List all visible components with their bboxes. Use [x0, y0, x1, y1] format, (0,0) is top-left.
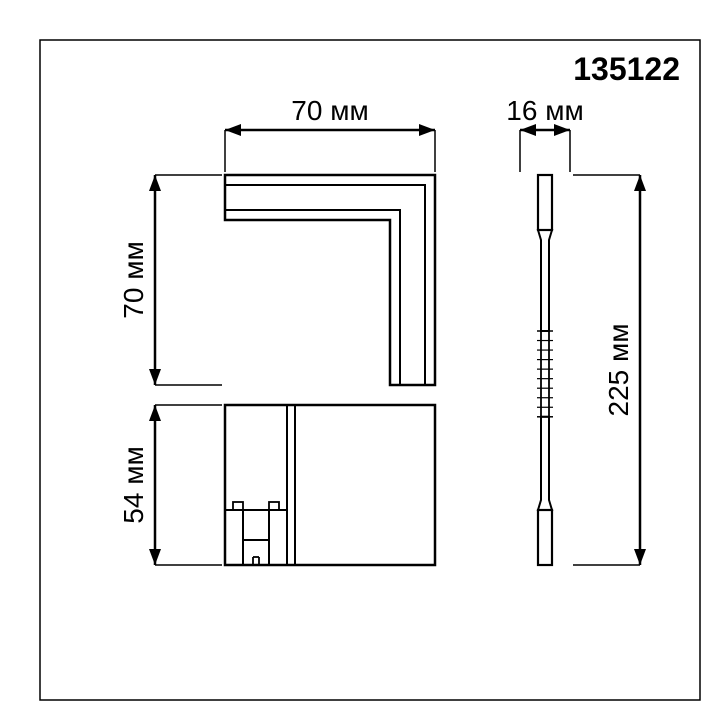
dimension-vertical: 54 мм [118, 405, 161, 565]
dimension-label: 70 мм [118, 241, 149, 318]
dimension-vertical: 225 мм [603, 175, 646, 565]
drawing-frame [40, 40, 700, 700]
front-view-L-connector [225, 175, 435, 385]
dimension-label: 54 мм [118, 446, 149, 523]
dimension-horizontal: 16 мм [506, 95, 583, 136]
dimension-label: 225 мм [603, 324, 634, 417]
dimension-horizontal: 70 мм [225, 95, 435, 136]
part-number: 135122 [573, 51, 680, 87]
dimension-label: 16 мм [506, 95, 583, 126]
cross-section-view [225, 405, 435, 565]
side-view [537, 175, 553, 565]
dimension-vertical: 70 мм [118, 175, 161, 385]
dimension-label: 70 мм [291, 95, 368, 126]
